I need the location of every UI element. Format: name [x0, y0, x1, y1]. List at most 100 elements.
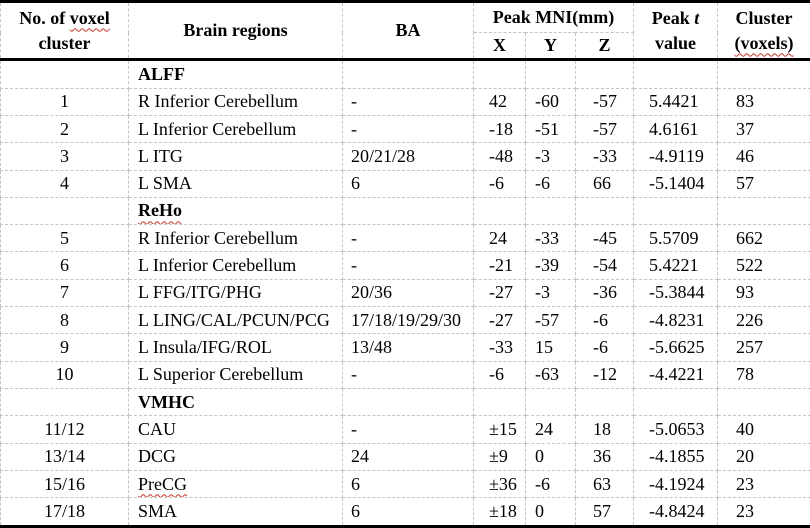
- section-row-vmhc: VMHC: [0, 387, 810, 417]
- cell-peak-t: -4.1924: [633, 469, 719, 499]
- cell-peak-t: -5.6625: [633, 333, 719, 362]
- cell-peak-t: -4.9119: [633, 142, 719, 171]
- cell-cluster-size: 662: [717, 224, 810, 253]
- cell-x: ±9: [473, 442, 526, 471]
- cell-empty: [0, 59, 129, 89]
- table-row: 15/16 PreCG 6 ±36 -6 63 -4.1924 23: [0, 469, 810, 499]
- cell-empty: [342, 387, 474, 417]
- cell-y: -51: [525, 114, 576, 144]
- cell-y: -33: [525, 224, 576, 253]
- cell-peak-t: -4.8424: [633, 497, 719, 527]
- cell-cluster-size: 226: [717, 306, 810, 335]
- cell-empty: [342, 196, 474, 226]
- section-label: ReHo: [128, 196, 343, 226]
- cell-empty: [0, 387, 129, 417]
- cell-empty: [525, 196, 576, 226]
- cell-empty: [574, 59, 635, 89]
- cell-brain-region: L LING/CAL/PCUN/PCG: [128, 306, 343, 335]
- cell-ba: 13/48: [342, 333, 474, 362]
- cell-y: 0: [525, 497, 576, 527]
- cell-brain-region: PreCG: [128, 469, 343, 499]
- cell-z: -57: [574, 87, 635, 116]
- cell-z: -12: [574, 360, 635, 390]
- cell-ba: -: [342, 251, 474, 280]
- cell-peak-t: 5.4221: [633, 251, 719, 280]
- header-peak-t-italic: t: [694, 7, 700, 28]
- section-label-text: ReHo: [138, 200, 182, 221]
- cell-z: -6: [574, 333, 635, 362]
- cell-cluster-no: 9: [0, 333, 129, 362]
- cell-empty: [717, 59, 810, 89]
- header-peak-t-line2: value: [655, 32, 697, 53]
- cell-cluster-no: 5: [0, 224, 129, 253]
- cell-z: -33: [574, 142, 635, 171]
- cell-ba: -: [342, 224, 474, 253]
- cell-ba: -: [342, 415, 474, 444]
- cell-brain-region: L Insula/IFG/ROL: [128, 333, 343, 362]
- cell-z: -36: [574, 278, 635, 308]
- cell-cluster-size: 23: [717, 497, 810, 527]
- cell-brain-region: R Inferior Cerebellum: [128, 224, 343, 253]
- cell-cluster-no: 3: [0, 142, 129, 171]
- cell-x: -21: [473, 251, 526, 280]
- cell-brain-region: L ITG: [128, 142, 343, 171]
- cell-x: -48: [473, 142, 526, 171]
- cell-x: -6: [473, 360, 526, 390]
- cell-cluster-no: 2: [0, 114, 129, 144]
- cell-empty: [717, 196, 810, 226]
- cell-ba: -: [342, 114, 474, 144]
- cell-peak-t: 5.4421: [633, 87, 719, 116]
- cell-cluster-no: 17/18: [0, 497, 129, 527]
- cell-x: -27: [473, 278, 526, 308]
- cell-z: -54: [574, 251, 635, 280]
- cell-y: -6: [525, 169, 576, 198]
- cell-cluster-size: 40: [717, 415, 810, 444]
- cell-z: -45: [574, 224, 635, 253]
- cell-cluster-size: 93: [717, 278, 810, 308]
- cell-peak-t: -5.1404: [633, 169, 719, 198]
- header-x: X: [473, 32, 526, 60]
- header-voxel-cluster-line2: cluster: [38, 32, 91, 53]
- cell-brain-region: SMA: [128, 497, 343, 527]
- cell-peak-t: -4.1855: [633, 442, 719, 471]
- cell-empty: [717, 387, 810, 417]
- header-peak-t: Peak t value: [633, 1, 719, 60]
- cell-y: -39: [525, 251, 576, 280]
- cell-empty: [633, 59, 719, 89]
- section-row-alff: ALFF: [0, 59, 810, 89]
- cell-brain-region: L FFG/ITG/PHG: [128, 278, 343, 308]
- cell-x: 42: [473, 87, 526, 116]
- cell-z: 57: [574, 497, 635, 527]
- cell-empty: [473, 196, 526, 226]
- cell-x: ±18: [473, 497, 526, 527]
- cell-x: -18: [473, 114, 526, 144]
- cell-brain-region: CAU: [128, 415, 343, 444]
- cell-z: 63: [574, 469, 635, 499]
- cell-empty: [574, 196, 635, 226]
- table-row: 10 L Superior Cerebellum - -6 -63 -12 -4.4221 7…: [0, 360, 810, 390]
- cell-ba: 6: [342, 469, 474, 499]
- header-row-1: No. of voxel cluster Brain regions BA Pea…: [0, 1, 810, 60]
- cell-empty: [473, 59, 526, 89]
- cell-cluster-size: 78: [717, 360, 810, 390]
- cell-cluster-no: 11/12: [0, 415, 129, 444]
- cell-cluster-size: 522: [717, 251, 810, 280]
- header-brain-regions: Brain regions: [128, 1, 343, 60]
- header-voxel-word: voxel: [69, 7, 110, 28]
- cell-brain-region: DCG: [128, 442, 343, 471]
- cell-ba: 17/18/19/29/30: [342, 306, 474, 335]
- header-y: Y: [525, 32, 576, 60]
- header-peak-mni: Peak MNI(mm): [472, 1, 635, 33]
- table-row: 17/18 SMA 6 ±18 0 57 -4.8424 23: [0, 497, 810, 527]
- cell-brain-region: L Superior Cerebellum: [128, 360, 343, 390]
- header-cluster-voxels: Cluster (voxels): [717, 1, 810, 60]
- cell-ba: 20/21/28: [342, 142, 474, 171]
- cell-empty: [574, 387, 635, 417]
- cell-brain-region: R Inferior Cerebellum: [128, 87, 343, 116]
- cell-cluster-no: 7: [0, 278, 129, 308]
